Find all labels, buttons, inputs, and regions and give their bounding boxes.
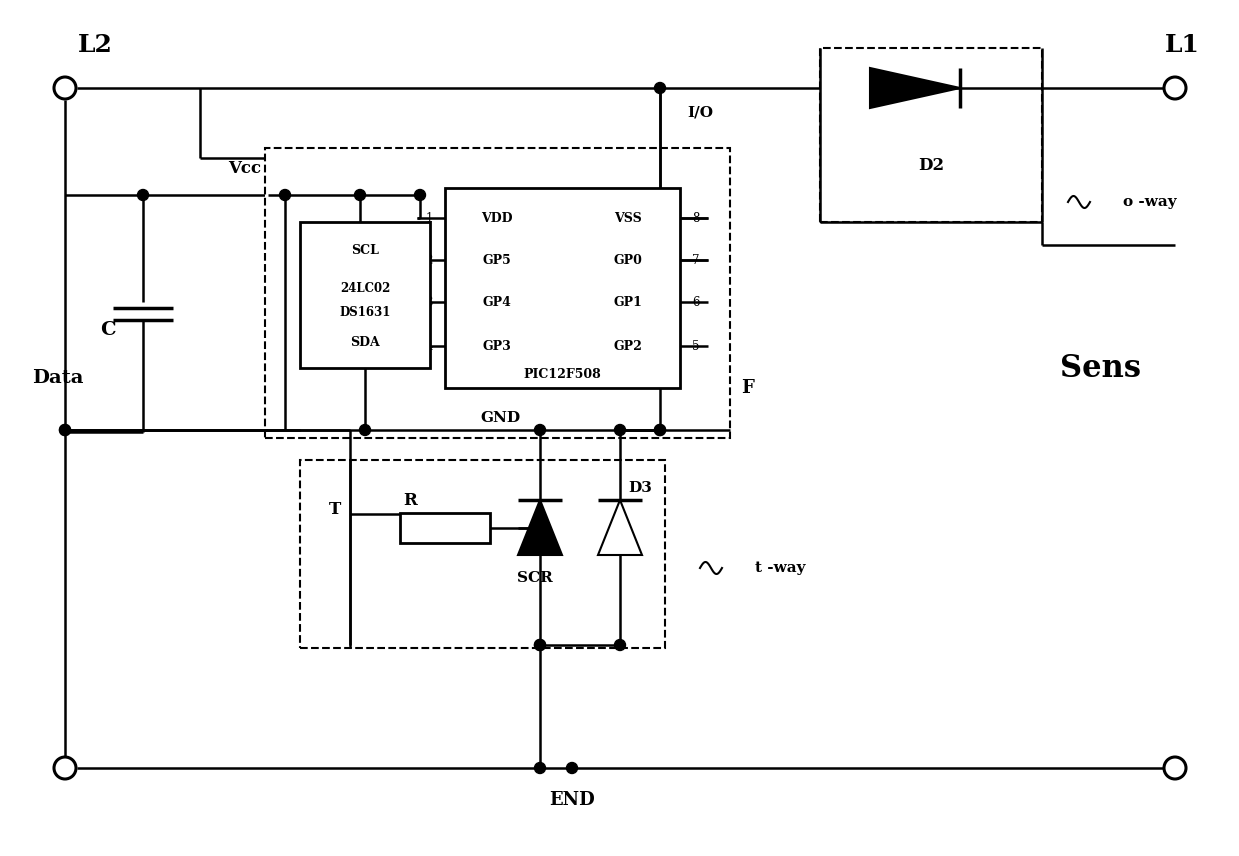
Text: 24LC02: 24LC02 xyxy=(339,282,390,294)
Text: VDD: VDD xyxy=(481,211,513,224)
Text: I/O: I/O xyxy=(686,105,712,119)
Circle shape xyxy=(534,639,545,651)
Circle shape xyxy=(534,639,545,651)
Text: VSS: VSS xyxy=(615,211,642,224)
Text: GP4: GP4 xyxy=(482,295,512,308)
Circle shape xyxy=(55,77,76,99)
Circle shape xyxy=(59,425,71,436)
Text: END: END xyxy=(549,791,595,809)
Polygon shape xyxy=(598,500,642,555)
Circle shape xyxy=(359,425,370,436)
Text: SDA: SDA xyxy=(351,336,380,348)
Bar xyxy=(445,188,680,388)
Text: T: T xyxy=(328,502,341,519)
Text: GP5: GP5 xyxy=(483,253,512,266)
Circle shape xyxy=(280,189,290,200)
Text: GP3: GP3 xyxy=(483,340,512,353)
Circle shape xyxy=(654,425,665,436)
Text: PIC12F508: PIC12F508 xyxy=(523,367,601,381)
Circle shape xyxy=(566,763,577,774)
Text: o -way: o -way xyxy=(1123,195,1177,209)
Text: Vcc: Vcc xyxy=(228,159,261,176)
Text: 3: 3 xyxy=(425,295,432,308)
Text: 8: 8 xyxy=(693,211,700,224)
Circle shape xyxy=(654,425,665,436)
Bar xyxy=(400,513,489,543)
Text: GP1: GP1 xyxy=(613,295,643,308)
Circle shape xyxy=(415,189,425,200)
Circle shape xyxy=(534,763,545,774)
Bar xyxy=(300,222,430,368)
Text: 6: 6 xyxy=(693,295,700,308)
Text: 7: 7 xyxy=(693,253,700,266)
Text: GP0: GP0 xyxy=(613,253,643,266)
Bar xyxy=(300,460,665,648)
Text: 5: 5 xyxy=(693,340,700,353)
Text: L1: L1 xyxy=(1165,33,1199,57)
Circle shape xyxy=(138,189,149,200)
Text: C: C xyxy=(100,321,115,339)
Circle shape xyxy=(534,425,545,436)
Circle shape xyxy=(354,189,366,200)
Circle shape xyxy=(59,425,71,436)
Text: D2: D2 xyxy=(918,157,944,174)
Text: 1: 1 xyxy=(425,211,432,224)
Text: SCR: SCR xyxy=(517,571,553,585)
Polygon shape xyxy=(870,68,960,108)
Bar xyxy=(265,148,730,438)
Text: Sens: Sens xyxy=(1059,353,1141,383)
Circle shape xyxy=(1163,77,1186,99)
Text: 4: 4 xyxy=(425,340,432,353)
Circle shape xyxy=(615,425,626,436)
Polygon shape xyxy=(518,500,563,555)
Circle shape xyxy=(615,639,626,651)
Circle shape xyxy=(654,82,665,93)
Circle shape xyxy=(55,757,76,779)
Text: L2: L2 xyxy=(78,33,113,57)
Text: GND: GND xyxy=(479,411,520,425)
Text: D3: D3 xyxy=(628,481,652,495)
Text: DS1631: DS1631 xyxy=(339,306,390,318)
Text: Data: Data xyxy=(32,369,84,387)
Bar xyxy=(820,48,1042,222)
Text: R: R xyxy=(403,491,416,508)
Text: F: F xyxy=(742,379,755,397)
Text: t -way: t -way xyxy=(755,561,805,575)
Circle shape xyxy=(1163,757,1186,779)
Text: GP2: GP2 xyxy=(613,340,643,353)
Text: SCL: SCL xyxy=(351,243,379,257)
Text: 2: 2 xyxy=(425,253,432,266)
